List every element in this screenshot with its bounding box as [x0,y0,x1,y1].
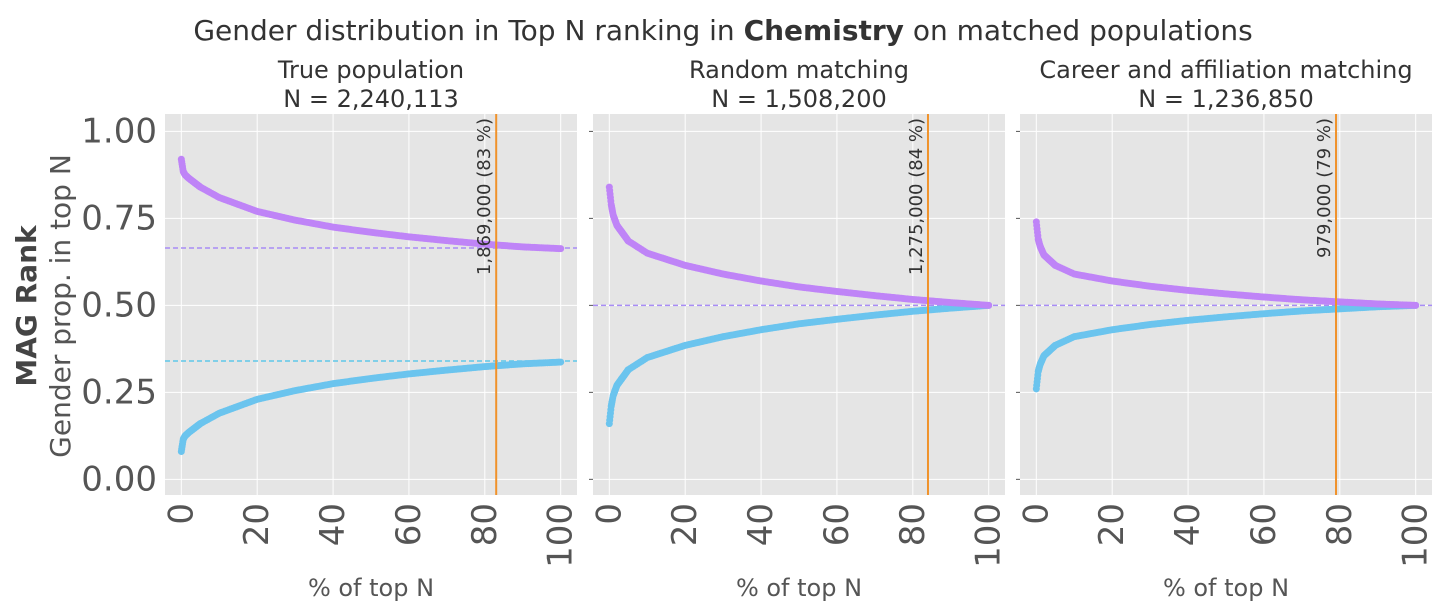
x-axis-label: % of top N [1163,574,1289,602]
x-tick-label: 60 [389,503,429,546]
x-axis-label: % of top N [308,574,434,602]
panel-title: Random matching [689,56,909,84]
panel-1: 0 20 40 60 80 100 0.00 0.25 0.50 0.75 1.00 1,869,00… [81,56,580,602]
x-tick-label: 80 [1320,503,1360,546]
plot-background [165,114,577,495]
y-tick-label: 0.50 [81,285,157,325]
x-tick-label: 80 [465,503,505,546]
x-tick-label: 60 [1244,503,1284,546]
panel-2: 0 20 40 60 80 100 1,275,000 (84 %) Random match… [589,56,1009,602]
x-tick-label: 100 [541,503,581,568]
x-tick-label: 0 [161,503,201,525]
x-tick-label: 20 [237,503,277,546]
y-tick-label: 0.25 [81,372,157,412]
threshold-label: 1,275,000 (84 %) [906,118,927,275]
panel-3: 0 20 40 60 80 100 979,000 (79 %) Career and aff… [1016,56,1436,602]
x-tick-label: 0 [589,503,629,525]
panel-subtitle: N = 1,508,200 [711,85,886,113]
panel-title: True population [277,56,464,84]
threshold-label: 1,869,000 (83 %) [474,118,495,275]
x-tick-label: 60 [817,503,857,546]
x-axis-label: % of top N [736,574,862,602]
panel-subtitle: N = 1,236,850 [1138,85,1313,113]
x-tick-label: 0 [1016,503,1056,525]
figure-title: Gender distribution in Top N ranking in … [193,14,1252,47]
x-tick-label: 20 [1092,503,1132,546]
x-tick-label: 40 [1168,503,1208,546]
threshold-label: 979,000 (79 %) [1314,118,1335,258]
upper-series-point [1412,301,1420,309]
x-tick-label: 100 [1396,503,1436,568]
y-tick-label: 0.00 [81,459,157,499]
lower-series-point [557,358,565,366]
panels-group: 0 20 40 60 80 100 0.00 0.25 0.50 0.75 1.00 1,869,00… [81,56,1435,602]
y-axis-label-bold: MAG Rank [10,224,43,387]
x-tick-label: 40 [741,503,781,546]
x-tick-label: 40 [313,503,353,546]
x-tick-label: 80 [893,503,933,546]
upper-series-point [985,301,993,309]
panel-subtitle: N = 2,240,113 [283,85,458,113]
y-tick-label: 0.75 [81,198,157,238]
panel-title: Career and affiliation matching [1039,56,1412,84]
upper-series-point [557,245,565,253]
y-axis-label: Gender prop. in top N [44,154,77,458]
x-tick-label: 20 [665,503,705,546]
y-tick-label: 1.00 [81,111,157,151]
x-tick-label: 100 [969,503,1009,568]
